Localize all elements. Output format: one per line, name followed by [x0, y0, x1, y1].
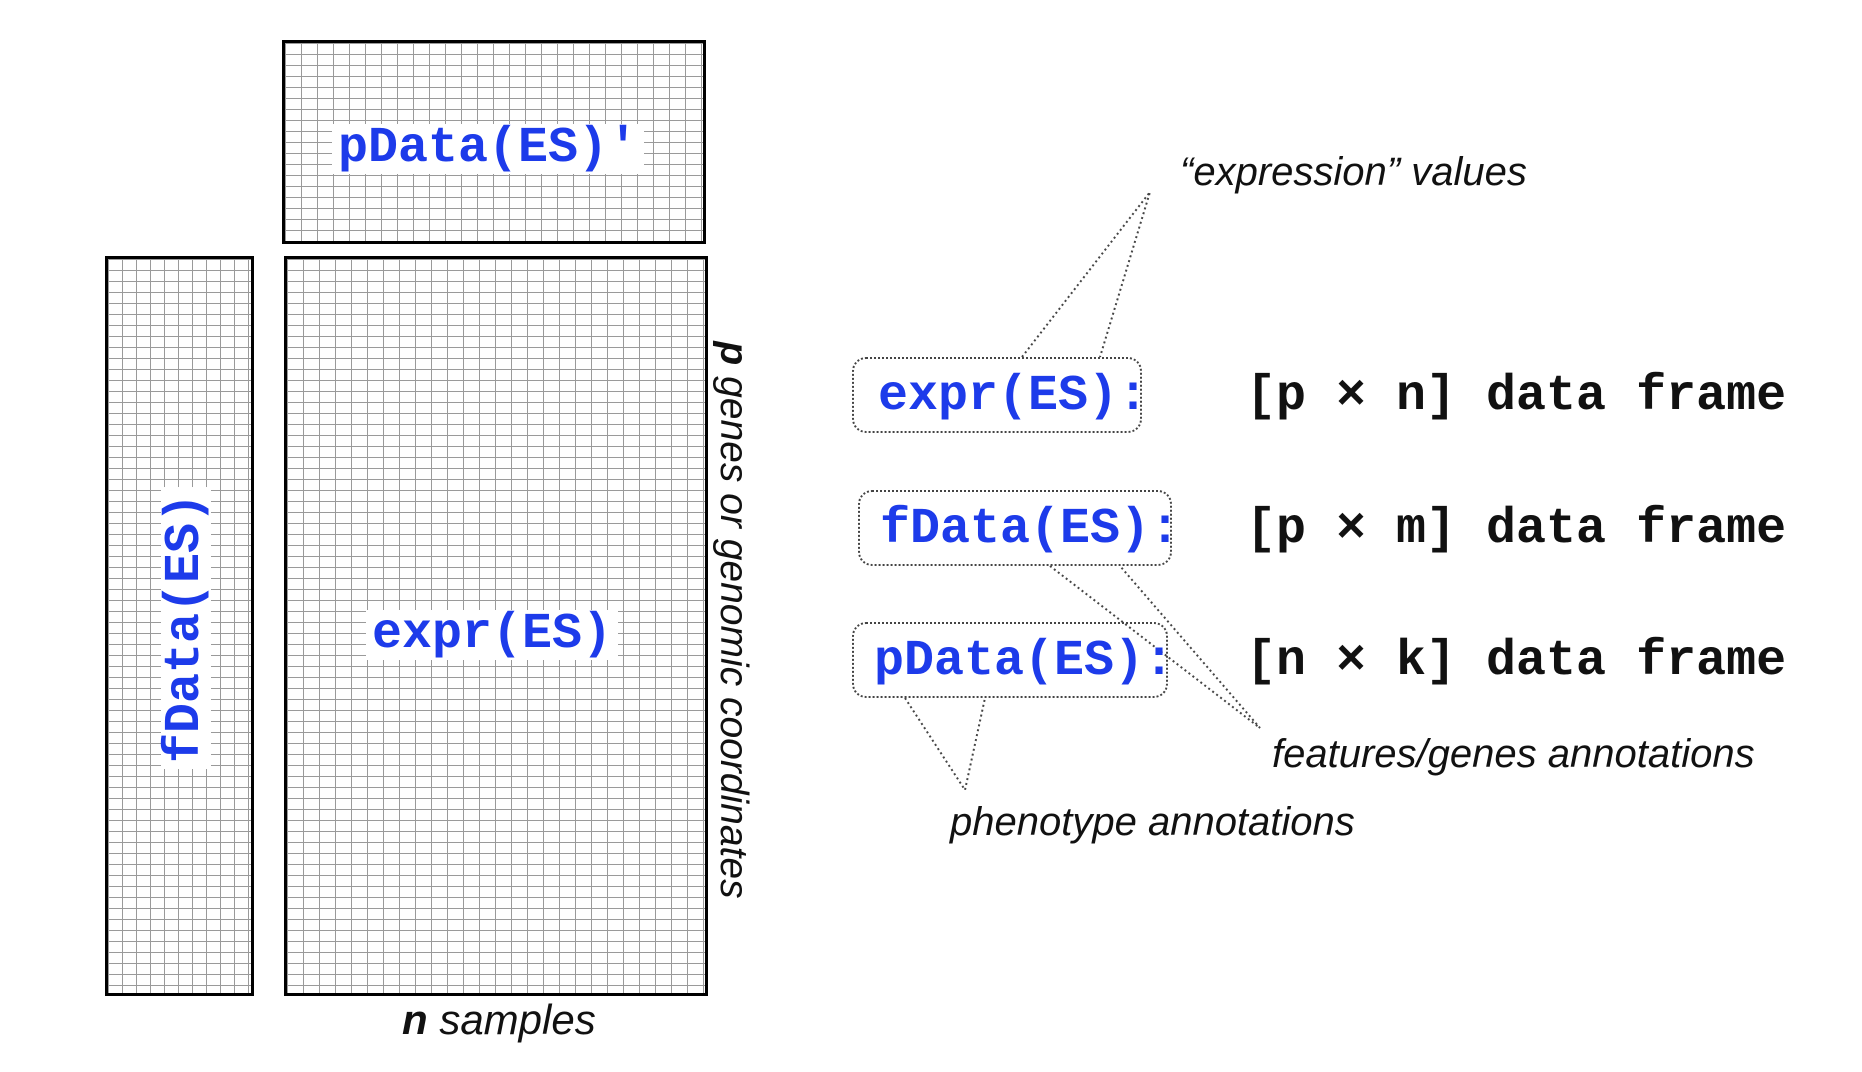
legend-code: pData(ES) — [874, 633, 1145, 690]
legend-code: expr(ES) — [878, 368, 1119, 425]
legend-row-expr-type: [p × n] data frame — [1246, 368, 1787, 425]
legend-row-fdata-code: fData(ES): — [880, 501, 1180, 558]
n-samples-label: n samples — [402, 996, 596, 1044]
legend-row-expr-code: expr(ES): — [878, 368, 1148, 425]
pdata-matrix-label: pData(ES)' — [332, 124, 645, 174]
features-annotations-label: features/genes annotations — [1272, 732, 1755, 776]
legend-row-fdata-type: [p × m] data frame — [1246, 501, 1787, 558]
expression-values-pointer — [1021, 191, 1151, 358]
n-symbol: n — [402, 996, 428, 1043]
phenotype-annotations-pointer — [904, 697, 986, 793]
legend-colon: : — [1118, 368, 1149, 425]
pdata-callout-box — [852, 622, 1168, 698]
legend-row-pdata-code: pData(ES): — [874, 633, 1174, 690]
legend-colon: : — [1144, 633, 1175, 690]
legend-row-pdata-type: [n × k] data frame — [1246, 633, 1787, 690]
expr-matrix-label: expr(ES) — [366, 610, 619, 660]
legend-colon: : — [1150, 501, 1181, 558]
phenotype-annotations-label: phenotype annotations — [950, 800, 1355, 844]
n-samples-text: samples — [427, 996, 596, 1043]
expr-callout-box — [852, 357, 1142, 433]
fdata-callout-box — [858, 490, 1172, 566]
expression-values-label: “expression” values — [1180, 150, 1527, 194]
features-annotations-pointer — [1049, 565, 1261, 729]
legend-code: fData(ES) — [880, 501, 1151, 558]
